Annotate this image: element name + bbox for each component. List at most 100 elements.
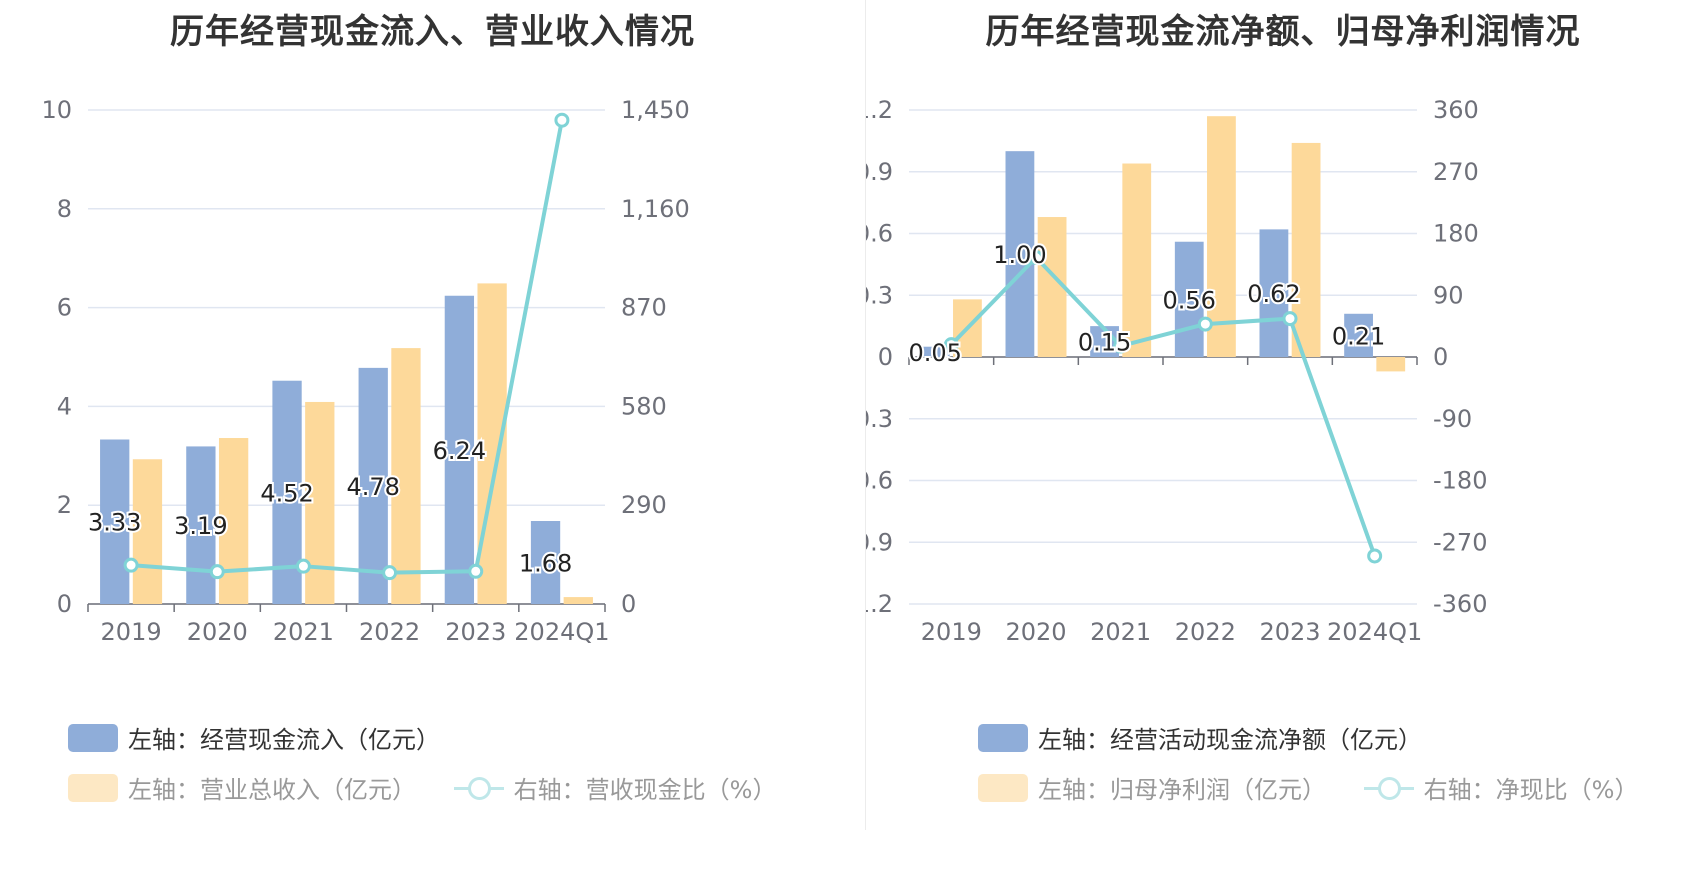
bar-data-label: 4.52: [260, 479, 313, 507]
left-chart-panel: 历年经营现金流入、营业收入情况 0 2 4 6 8 10 0 290 580 870 1,160 1,…: [0, 0, 865, 830]
right-axis-tick-label: 180: [1433, 220, 1479, 248]
x-axis-category-label: 2023: [445, 618, 506, 646]
x-axis-category-label: 2021: [1090, 618, 1151, 646]
bar-primary: [100, 439, 130, 604]
left-axis-tick-label: 6: [57, 294, 72, 322]
left-axis-tick-label: -0.6: [866, 467, 893, 495]
right-axis-tick-label: 0: [621, 590, 636, 618]
left-axis-tick-label: -0.9: [866, 528, 893, 556]
bar-primary: [444, 295, 475, 604]
left-axis-tick-label: -0.3: [866, 405, 893, 433]
netcash-profit-chart: -1.2 -0.9 -0.6 -0.3 0 0.3 0.6 0.9 1.2 -360 -270 -18…: [866, 96, 1487, 646]
ratio-point: [1367, 548, 1383, 564]
right-axis-tick-label: 580: [621, 392, 667, 420]
bar-secondary: [1122, 163, 1152, 357]
legend-item-cash-inflow[interactable]: 左轴：经营现金流入（亿元）: [68, 720, 440, 755]
right-axis-tick-label: -270: [1433, 528, 1487, 556]
chart-title: 历年经营现金流净额、归母净利润情况: [985, 12, 1581, 52]
ratio-point: [382, 565, 398, 581]
bar-secondary: [305, 401, 335, 604]
legend-swatch: [68, 723, 118, 752]
left-axis-tick-label: 10: [41, 96, 72, 124]
bar-primary: [920, 346, 950, 357]
legend-label: 左轴：经营现金流入（亿元）: [128, 726, 440, 754]
left-axis-tick-label: 0.6: [866, 220, 893, 248]
legend-swatch: [978, 773, 1028, 802]
legend-item-revenue[interactable]: 左轴：营业总收入（亿元）: [68, 770, 416, 805]
ratio-point: [468, 563, 484, 579]
bar-data-label: 3.19: [174, 512, 227, 540]
ratio-point: [1282, 311, 1298, 327]
bar-primary: [1344, 313, 1373, 357]
ratio-line: [949, 255, 1377, 557]
x-axis-category-label: 2024Q1: [514, 618, 609, 646]
legend-item-net-cash-ratio[interactable]: 右轴：净现比（%）: [1363, 770, 1639, 805]
left-axis-tick-label: 1.2: [866, 96, 893, 124]
bar-data-label: 1.68: [519, 550, 572, 578]
ratio-line: [130, 119, 564, 575]
right-axis-tick-label: 1,450: [621, 96, 690, 124]
right-axis-tick-label: 360: [1433, 96, 1479, 124]
left-axis-tick-label: 0.9: [866, 158, 893, 186]
panel-divider: [865, 0, 866, 830]
ratio-point: [1113, 338, 1129, 354]
legend-item-net-cash[interactable]: 左轴：经营活动现金流净额（亿元）: [978, 720, 1422, 755]
chart-title: 历年经营现金流入、营业收入情况: [170, 12, 695, 52]
legend-row-2: 左轴：营业总收入（亿元） 右轴：营收现金比（%）: [68, 770, 806, 808]
legend-row-1: 左轴：经营活动现金流净额（亿元）: [978, 720, 1452, 758]
x-axis-category-label: 2022: [1175, 618, 1236, 646]
legend-swatch: [68, 773, 118, 802]
right-axis-tick-label: 0: [1433, 343, 1448, 371]
x-axis-category-label: 2024Q1: [1327, 618, 1422, 646]
x-axis-category-label: 2019: [921, 618, 982, 646]
x-axis-category-label: 2020: [1005, 618, 1066, 646]
bar-primary: [530, 521, 561, 604]
bar-secondary: [1291, 142, 1321, 357]
bar-primary: [358, 367, 388, 604]
legend-label: 左轴：营业总收入（亿元）: [128, 776, 416, 804]
bar-data-label: 1.00: [993, 241, 1046, 269]
bar-primary: [1259, 229, 1289, 357]
left-axis-tick-label: 0: [57, 590, 72, 618]
bar-data-label: 0.21: [1332, 322, 1385, 350]
bar-secondary: [132, 459, 163, 604]
left-axis-tick-label: 0: [878, 343, 893, 371]
ratio-point: [209, 564, 225, 580]
ratio-point: [295, 558, 311, 574]
ratio-point: [554, 112, 570, 128]
bar-data-label: 6.24: [433, 437, 486, 465]
legend-row-2: 左轴：归母净利润（亿元） 右轴：净现比（%）: [978, 770, 1668, 808]
x-axis-category-label: 2020: [187, 618, 248, 646]
legend-label: 右轴：净现比（%）: [1423, 776, 1639, 804]
bar-secondary: [1207, 116, 1236, 357]
left-axis-tick-label: 0.3: [866, 281, 893, 309]
legend-label: 左轴：经营活动现金流净额（亿元）: [1038, 726, 1422, 754]
x-axis-category-label: 2021: [273, 618, 334, 646]
right-axis-tick-label: 870: [621, 294, 667, 322]
ratio-point: [1197, 316, 1213, 332]
bar-data-label: 0.05: [909, 339, 962, 367]
right-axis-tick-label: -360: [1433, 590, 1487, 618]
bar-data-label: 0.62: [1247, 280, 1300, 308]
right-chart-panel: 历年经营现金流净额、归母净利润情况 -1.2 -0.9 -0.6 -0.3 0 0.3 0.…: [866, 0, 1700, 830]
bar-primary: [1174, 241, 1204, 357]
bar-data-label: 0.15: [1078, 329, 1131, 357]
legend-line-icon: [1363, 774, 1414, 802]
right-axis-tick-label: 270: [1433, 158, 1479, 186]
ratio-point: [943, 337, 959, 353]
bar-secondary: [218, 438, 249, 604]
right-axis-tick-label: 290: [621, 491, 667, 519]
bar-secondary: [391, 348, 421, 604]
cashflow-revenue-chart: 0 2 4 6 8 10 0 290 580 870 1,160 1,450 2019 2020 2021 2…: [41, 96, 690, 646]
legend-item-net-profit[interactable]: 左轴：归母净利润（亿元）: [978, 770, 1326, 805]
bar-secondary: [563, 597, 593, 604]
bar-data-label: 3.33: [88, 509, 141, 537]
legend-swatch: [978, 723, 1028, 752]
right-axis-tick-label: 90: [1433, 281, 1464, 309]
bar-primary: [186, 446, 216, 604]
ratio-point: [123, 557, 139, 573]
right-axis-tick-label: -90: [1433, 405, 1472, 433]
left-axis-tick-label: 8: [57, 195, 72, 223]
ratio-point: [1028, 250, 1044, 266]
legend-item-cash-ratio[interactable]: 右轴：营收现金比（%）: [453, 770, 776, 805]
